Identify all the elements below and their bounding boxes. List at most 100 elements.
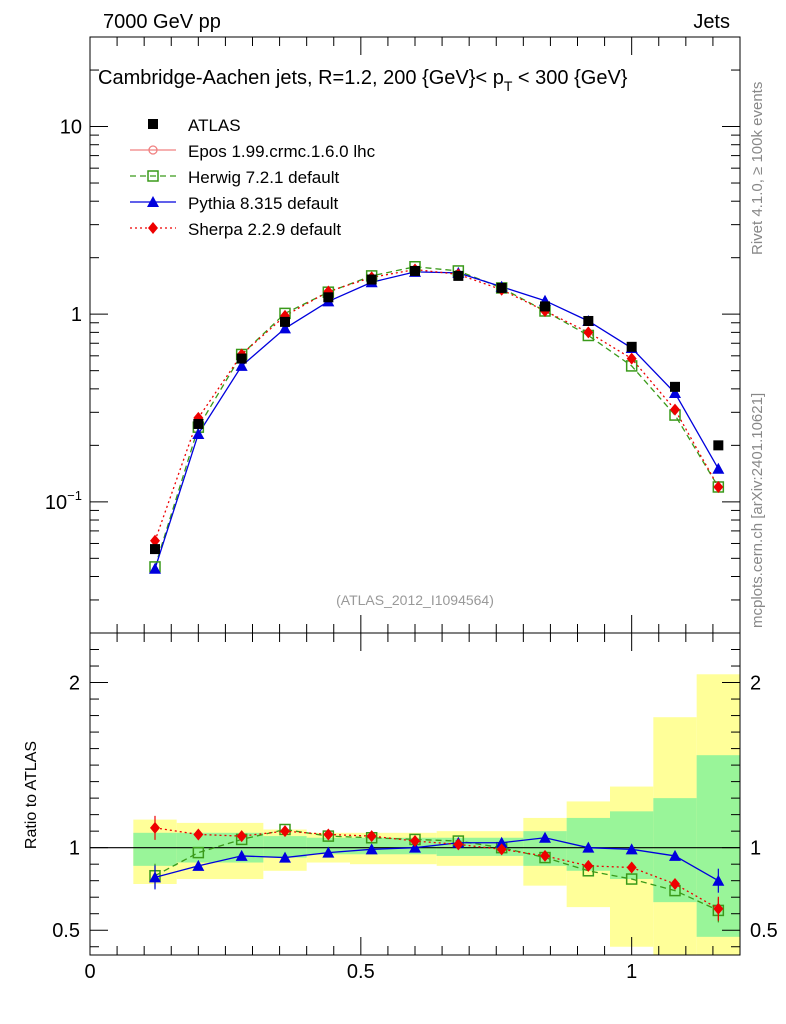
y-tick-label: 1 [71, 304, 82, 326]
sherpa-point [150, 534, 160, 547]
sherpa-ratio-point [280, 825, 290, 838]
y-tick-label: 10−1 [45, 488, 82, 514]
side-label-top: Rivet 4.1.0, ≥ 100k events [749, 82, 766, 255]
atlas-point [410, 265, 420, 276]
pythia-point [279, 322, 291, 334]
ratio-y-axis-label: Ratio to ATLAS [23, 741, 40, 849]
pythia-point [669, 387, 681, 399]
x-tick-label: 0 [84, 961, 95, 983]
ratio-y-tick-label-right: 2 [750, 673, 761, 695]
pythia-point [712, 462, 725, 474]
pythia-ratio-point [409, 841, 421, 853]
atlas-point [323, 292, 334, 303]
legend-label: Herwig 7.2.1 default [188, 168, 339, 187]
pythia-ratio-point [235, 849, 248, 861]
sherpa-ratio-point [713, 902, 724, 915]
sherpa-ratio-point [583, 859, 594, 872]
legend-marker [147, 196, 159, 207]
legend-marker [148, 145, 158, 155]
pythia-point [192, 427, 205, 439]
atlas-point [713, 440, 724, 451]
y-tick-label: 10 [60, 117, 82, 139]
pythia-line [154, 271, 719, 569]
pythia-ratio-point [495, 836, 508, 848]
header-right: Jets [693, 11, 730, 33]
pythia-ratio-line [154, 837, 719, 882]
atlas-point [540, 301, 550, 312]
sherpa-line [154, 268, 719, 542]
legend-label: ATLAS [188, 116, 241, 135]
pythia-ratio-point [539, 831, 551, 843]
ratio-y-tick-label: 2 [69, 673, 80, 695]
y-tick-label-exponent: −1 [67, 488, 82, 503]
sherpa-ratio-point [366, 830, 377, 843]
herwig-ratio-line [154, 828, 719, 912]
y-tick-label-base: 10 [60, 117, 82, 139]
pythia-ratio-point [149, 871, 161, 883]
legend-marker [148, 119, 158, 129]
sherpa-ratio-point [626, 861, 637, 874]
plot-title-tail: < 300 {GeV} [512, 67, 627, 89]
side-label-bottom: mcplots.cern.ch [arXiv:2401.10621] [749, 393, 766, 628]
watermark: (ATLAS_2012_I1094564) [336, 592, 494, 608]
sherpa-point [583, 326, 594, 339]
pythia-point [235, 359, 248, 371]
header-left: 7000 GeV pp [103, 11, 221, 33]
y-tick-label-base: 10 [45, 492, 67, 514]
herwig-ratio-point [192, 846, 205, 859]
sherpa-ratio-point [670, 877, 680, 890]
x-tick-label: 0.5 [347, 961, 375, 983]
ratio-y-tick-label: 1 [69, 838, 80, 860]
sherpa-ratio-point [540, 849, 550, 862]
atlas-point [193, 418, 204, 429]
legend-label: Sherpa 2.2.9 default [188, 220, 341, 239]
atlas-point [280, 316, 290, 327]
sherpa-ratio-point [150, 821, 160, 834]
plot-title: Cambridge-Aachen jets, R=1.2, 200 {GeV}<… [98, 67, 628, 94]
atlas-point [626, 341, 637, 352]
ratio-y-tick-label-right: 1 [750, 838, 761, 860]
sherpa-ratio-point [453, 838, 464, 851]
sherpa-point [626, 352, 637, 365]
pythia-ratio-point [192, 859, 205, 871]
legend-label: Epos 1.99.crmc.1.6.0 lhc [188, 142, 376, 161]
pythia-ratio-point [365, 843, 378, 855]
legend-label: Pythia 8.315 default [188, 194, 339, 213]
herwig-line [154, 266, 719, 568]
uncertainty-band-inner [306, 837, 350, 855]
plot-title-main: Cambridge-Aachen jets, R=1.2, 200 {GeV}<… [98, 67, 504, 89]
sherpa-ratio-point [193, 828, 204, 841]
pythia-ratio-point [625, 843, 638, 855]
pythia-ratio-point [669, 849, 681, 861]
herwig-ratio-point [625, 873, 638, 885]
sherpa-ratio-point [323, 828, 334, 841]
ratio-y-tick-label: 0.5 [52, 920, 80, 942]
uncertainty-band-inner [350, 837, 437, 855]
pythia-ratio-point [712, 874, 725, 886]
pythia-ratio-point [279, 851, 291, 863]
atlas-point [366, 274, 377, 285]
pythia-ratio-point [582, 841, 595, 853]
ratio-y-tick-label-right: 0.5 [750, 920, 778, 942]
x-tick-label: 1 [626, 961, 637, 983]
atlas-point [670, 381, 680, 392]
sherpa-ratio-point [496, 843, 507, 856]
sherpa-ratio-point [410, 835, 420, 848]
uncertainty-band-inner [263, 836, 307, 858]
sherpa-point [713, 480, 724, 493]
legend-marker [147, 170, 159, 182]
sherpa-point [670, 403, 680, 416]
atlas-point [236, 353, 247, 364]
atlas-point [453, 270, 464, 281]
atlas-point [496, 282, 507, 293]
sherpa-ratio-point [236, 830, 247, 843]
plot-title-subscript: T [504, 78, 513, 94]
atlas-point [583, 315, 594, 326]
atlas-point [150, 544, 160, 555]
pythia-point [149, 562, 161, 574]
pythia-ratio-point [322, 846, 335, 858]
legend-marker [148, 222, 158, 234]
